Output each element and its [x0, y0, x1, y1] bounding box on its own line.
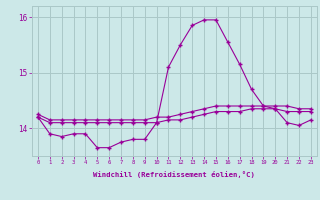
X-axis label: Windchill (Refroidissement éolien,°C): Windchill (Refroidissement éolien,°C) [93, 171, 255, 178]
